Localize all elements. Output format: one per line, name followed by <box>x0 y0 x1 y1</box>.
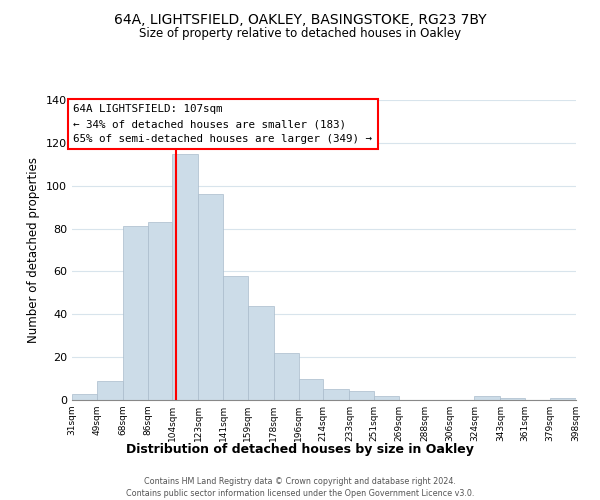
Bar <box>97 380 123 400</box>
Text: Distribution of detached houses by size in Oakley: Distribution of detached houses by size … <box>126 442 474 456</box>
Text: Size of property relative to detached houses in Oakley: Size of property relative to detached ho… <box>139 28 461 40</box>
Y-axis label: Number of detached properties: Number of detached properties <box>28 157 40 343</box>
Text: Contains HM Land Registry data © Crown copyright and database right 2024.: Contains HM Land Registry data © Crown c… <box>144 478 456 486</box>
Bar <box>475 396 500 400</box>
Bar <box>199 194 223 400</box>
Bar <box>323 390 349 400</box>
Bar <box>123 226 148 400</box>
Bar <box>72 394 97 400</box>
Text: 64A LIGHTSFIELD: 107sqm
← 34% of detached houses are smaller (183)
65% of semi-d: 64A LIGHTSFIELD: 107sqm ← 34% of detache… <box>73 104 373 144</box>
Text: Contains public sector information licensed under the Open Government Licence v3: Contains public sector information licen… <box>126 489 474 498</box>
Bar <box>299 378 323 400</box>
Bar <box>349 392 374 400</box>
Bar <box>172 154 199 400</box>
Bar <box>500 398 525 400</box>
Bar <box>374 396 399 400</box>
Bar <box>274 353 299 400</box>
Bar <box>148 222 172 400</box>
Text: 64A, LIGHTSFIELD, OAKLEY, BASINGSTOKE, RG23 7BY: 64A, LIGHTSFIELD, OAKLEY, BASINGSTOKE, R… <box>113 12 487 26</box>
Bar <box>248 306 274 400</box>
Bar <box>550 398 576 400</box>
Bar <box>223 276 248 400</box>
